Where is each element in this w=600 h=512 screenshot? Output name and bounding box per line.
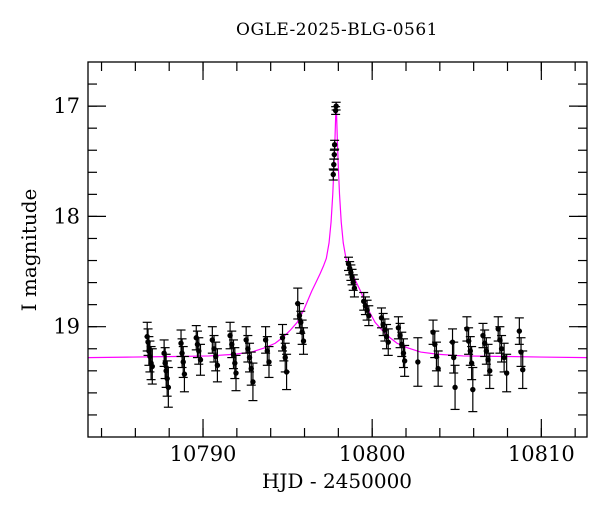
data-marker [520,367,526,373]
data-point [468,366,478,413]
data-point [299,327,309,355]
data-point [212,348,222,383]
data-marker [178,340,184,346]
data-point [282,353,292,391]
data-point [364,305,374,327]
data-point [195,343,205,376]
data-marker [470,386,476,393]
data-point [502,353,512,393]
data-marker [415,359,421,365]
data-marker [232,360,238,366]
data-marker [283,369,290,375]
data-marker [164,375,170,382]
data-point [467,345,477,381]
x-tick-label: 10800 [339,442,406,466]
data-point [231,354,241,392]
data-marker [233,370,239,376]
data-marker [331,142,338,148]
plot-frame [87,61,588,438]
data-marker [385,339,391,345]
data-marker [331,151,337,158]
data-point [450,364,460,411]
data-point [161,353,171,388]
data-marker [401,358,408,364]
data-marker [366,312,372,319]
y-tick-label: 17 [53,94,80,118]
data-point [383,328,393,356]
data-point [485,352,495,390]
data-point [163,366,173,408]
y-tick-label: 18 [53,204,80,228]
data-marker [214,362,221,369]
axis-ticks: 10790 10800 10810 17 18 19 [53,62,587,466]
data-marker [451,354,457,361]
data-point [433,350,443,387]
data-marker [330,171,336,178]
data-marker [250,379,256,385]
data-point [428,319,438,345]
data-marker [516,328,523,334]
data-point [329,149,339,160]
data-point [499,342,509,373]
data-point [331,101,341,111]
data-marker [400,350,407,356]
data-marker [498,346,505,352]
data-marker [468,360,475,366]
x-tick-label: 10810 [508,442,575,466]
data-marker [503,370,510,376]
model-curve [87,102,588,359]
data-marker [266,359,272,365]
x-tick-label: 10790 [170,442,237,466]
data-marker [181,371,188,377]
data-point [518,350,528,390]
data-series [142,101,528,413]
data-point [248,362,258,402]
x-axis-label: HJD - 2450000 [261,469,413,493]
data-marker [333,103,339,109]
data-point [147,348,157,385]
data-marker [149,363,155,370]
data-marker [351,285,358,291]
data-point [179,355,189,393]
data-point [400,344,410,377]
data-marker [350,279,356,286]
data-marker [300,338,307,344]
data-marker [501,354,507,361]
data-marker [179,350,185,356]
data-point [264,345,274,379]
data-point [516,337,526,368]
data-marker [452,384,458,391]
data-marker [331,161,337,168]
data-point [514,317,524,345]
data-marker [487,368,493,374]
data-marker [180,359,186,365]
data-marker [435,365,441,372]
data-marker [165,384,172,391]
y-axis-label: I magnitude [17,188,41,312]
data-marker [197,357,204,363]
data-point [449,341,459,374]
data-point [413,337,423,387]
y-tick-label: 19 [53,315,80,339]
data-point [330,139,340,150]
chart-title: OGLE-2025-BLG-0561 [236,20,438,40]
data-point [349,278,359,298]
